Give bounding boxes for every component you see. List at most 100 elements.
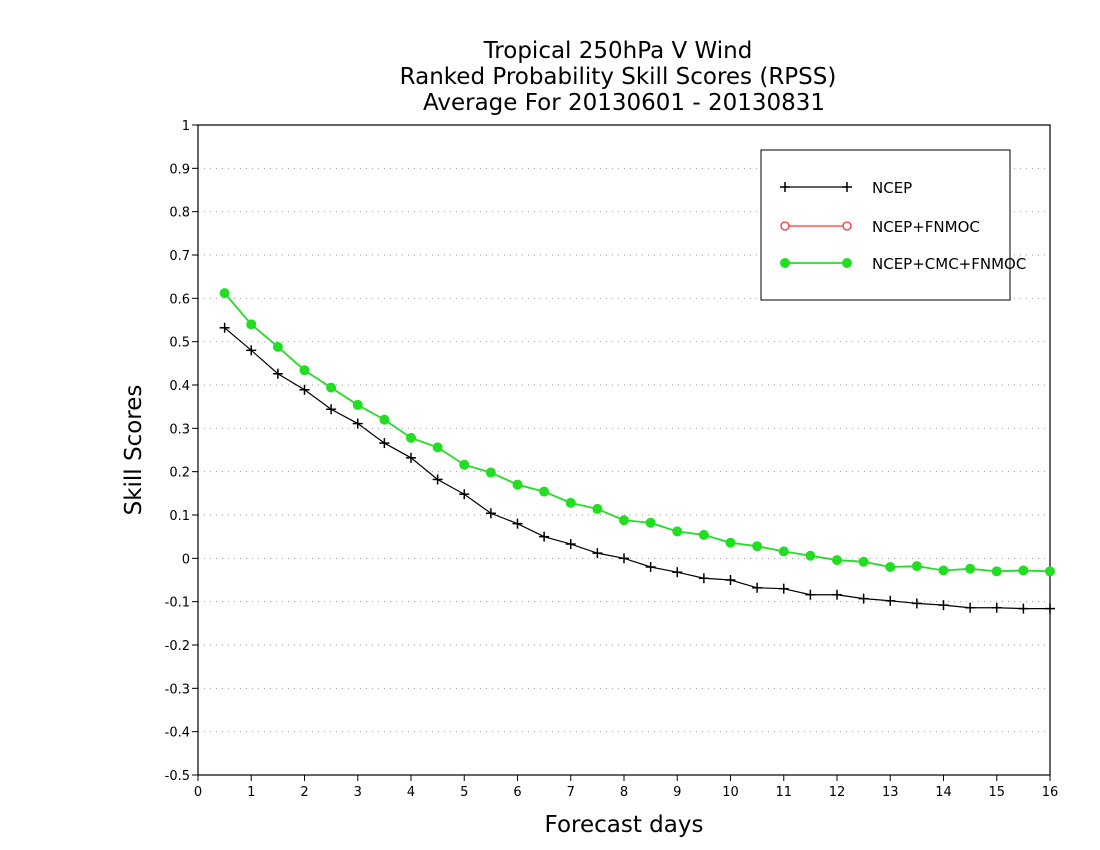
ncep-cmc-fnmoc-point bbox=[832, 555, 842, 566]
ncep-cmc-fnmoc-point bbox=[432, 442, 443, 453]
ncep-point bbox=[991, 602, 1002, 613]
ncep-cmc-fnmoc-point bbox=[326, 382, 337, 393]
y-tick-label: 0.4 bbox=[169, 379, 190, 394]
ncep-fnmoc-point bbox=[780, 221, 790, 231]
y-tick-label: 1 bbox=[182, 119, 190, 134]
legend-label: NCEP+FNMOC bbox=[872, 218, 980, 236]
legend-box bbox=[760, 149, 1011, 301]
ncep-cmc-fnmoc-point bbox=[299, 365, 310, 376]
x-tick-label: 15 bbox=[988, 785, 1005, 800]
ncep-cmc-fnmoc-point bbox=[592, 503, 603, 514]
ncep-point bbox=[1045, 603, 1055, 614]
ncep-point bbox=[842, 182, 852, 192]
ncep-cmc-fnmoc-point bbox=[858, 556, 869, 567]
ncep-cmc-fnmoc-point bbox=[379, 414, 390, 425]
ncep-point bbox=[911, 598, 922, 609]
y-tick-label: 0.2 bbox=[169, 466, 190, 481]
ncep-cmc-fnmoc-point bbox=[619, 515, 629, 526]
ncep-point bbox=[539, 531, 550, 542]
x-tick-label: 11 bbox=[775, 785, 792, 800]
ncep-point bbox=[246, 345, 257, 356]
series-lines bbox=[219, 288, 1055, 614]
ncep-point bbox=[1018, 603, 1029, 614]
ncep-point bbox=[858, 593, 869, 604]
ncep-cmc-fnmoc-point bbox=[539, 486, 550, 497]
chart-title-line-3: Average For 20130601 - 20130831 bbox=[423, 90, 825, 116]
ncep-point bbox=[885, 595, 896, 606]
legend-item-ncep-fnmoc: NCEP+FNMOC bbox=[780, 218, 980, 236]
ncep-point bbox=[352, 418, 363, 429]
ncep-point bbox=[672, 567, 683, 578]
x-tick-label: 2 bbox=[300, 785, 308, 800]
gridlines bbox=[198, 167, 1050, 733]
ncep-cmc-fnmoc-point bbox=[752, 541, 763, 552]
x-tick-label: 4 bbox=[407, 785, 415, 800]
ncep-point bbox=[512, 518, 523, 529]
x-tick-label: 5 bbox=[460, 785, 468, 800]
y-tick-label: 0.1 bbox=[169, 509, 190, 524]
y-tick-label: 0.3 bbox=[169, 422, 190, 437]
x-tick-label: 0 bbox=[194, 785, 202, 800]
ncep-point bbox=[565, 539, 576, 550]
ncep-point bbox=[805, 589, 816, 600]
ncep-cmc-fnmoc-point bbox=[565, 497, 576, 508]
ncep-cmc-fnmoc-point bbox=[778, 546, 789, 557]
ncep-point bbox=[780, 182, 790, 192]
y-tick-label: -0.3 bbox=[165, 682, 190, 697]
ncep-cmc-fnmoc-point bbox=[1045, 566, 1055, 577]
x-tick-label: 14 bbox=[935, 785, 952, 800]
x-tick-label: 12 bbox=[829, 785, 846, 800]
ncep-point bbox=[272, 368, 283, 379]
ncep-cmc-fnmoc-point bbox=[1018, 565, 1029, 576]
y-tick-label: 0.5 bbox=[169, 336, 190, 351]
ncep-cmc-fnmoc-point bbox=[406, 432, 416, 443]
ncep-cmc-fnmoc-point bbox=[965, 563, 976, 574]
ncep-cmc-fnmoc-point bbox=[991, 566, 1002, 577]
x-tick-label: 9 bbox=[673, 785, 681, 800]
ncep-point bbox=[725, 575, 736, 585]
ncep-point bbox=[326, 404, 337, 415]
ncep-line bbox=[224, 327, 1050, 610]
y-tick-label: -0.2 bbox=[165, 639, 190, 654]
chart-title-line-2: Ranked Probability Skill Scores (RPSS) bbox=[400, 64, 837, 90]
y-tick-label: 0.6 bbox=[169, 292, 190, 307]
ncep-point bbox=[965, 602, 976, 613]
ncep-point bbox=[645, 562, 656, 572]
ncep-point bbox=[219, 322, 230, 333]
x-axis-label: Forecast days bbox=[545, 812, 704, 838]
ncep-point bbox=[379, 438, 390, 449]
ncep-cmc-fnmoc-point bbox=[885, 562, 896, 572]
legend-label: NCEP bbox=[872, 179, 912, 197]
ncep-point bbox=[778, 583, 789, 594]
ncep-point bbox=[485, 508, 496, 519]
x-tick-label: 10 bbox=[722, 785, 739, 800]
ncep-point bbox=[832, 589, 842, 600]
ncep-point bbox=[299, 384, 310, 395]
x-tick-label: 1 bbox=[247, 785, 255, 800]
ncep-cmc-fnmoc-point bbox=[485, 467, 496, 478]
y-axis-label: Skill Scores bbox=[121, 385, 147, 516]
ncep-point bbox=[406, 452, 416, 463]
y-tick-label: -0.4 bbox=[165, 726, 190, 741]
ncep-cmc-fnmoc-point bbox=[352, 399, 363, 410]
ncep-cmc-fnmoc-point bbox=[780, 258, 790, 268]
ncep-point bbox=[938, 600, 949, 611]
y-tick-label: 0.7 bbox=[169, 249, 190, 264]
ncep-cmc-fnmoc-point bbox=[698, 529, 709, 540]
x-tick-label: 16 bbox=[1042, 785, 1059, 800]
ncep-fnmoc-point bbox=[842, 221, 852, 231]
ncep-cmc-fnmoc-point bbox=[512, 479, 523, 490]
y-tick-label: 0.9 bbox=[169, 162, 190, 177]
ncep-cmc-fnmoc-point bbox=[219, 288, 230, 299]
ncep-point bbox=[619, 553, 629, 564]
legend-item-ncep-cmc-fnmoc: NCEP+CMC+FNMOC bbox=[780, 255, 1026, 273]
x-tick-label: 3 bbox=[354, 785, 362, 800]
x-tick-label: 13 bbox=[882, 785, 899, 800]
ncep-cmc-fnmoc-point bbox=[459, 459, 470, 470]
y-tick-label: 0 bbox=[182, 552, 190, 567]
legend: NCEP NCEP+FNMOC NCEP+CMC+FNMOC bbox=[760, 149, 1026, 301]
ncep-cmc-fnmoc-point bbox=[911, 561, 922, 572]
legend-item-ncep: NCEP bbox=[780, 179, 912, 197]
x-tick-label: 7 bbox=[567, 785, 575, 800]
